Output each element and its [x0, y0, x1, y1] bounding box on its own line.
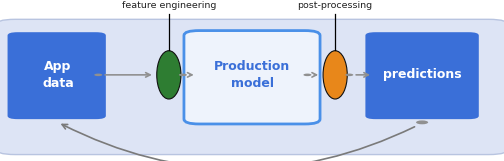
FancyBboxPatch shape — [8, 32, 106, 119]
Ellipse shape — [157, 51, 181, 99]
Ellipse shape — [323, 51, 347, 99]
Circle shape — [303, 74, 311, 76]
FancyBboxPatch shape — [0, 19, 504, 155]
Text: predictions: predictions — [383, 68, 462, 81]
FancyArrowPatch shape — [62, 124, 415, 161]
Text: Data processing and
feature engineering: Data processing and feature engineering — [120, 0, 218, 10]
Circle shape — [179, 74, 187, 76]
FancyBboxPatch shape — [365, 32, 479, 119]
Text: Production
model: Production model — [214, 60, 290, 90]
Text: App
data: App data — [42, 60, 74, 90]
Circle shape — [345, 74, 353, 76]
Circle shape — [416, 120, 428, 124]
Text: Prediction
post-processing: Prediction post-processing — [297, 0, 373, 10]
Circle shape — [94, 74, 102, 76]
FancyBboxPatch shape — [184, 31, 320, 124]
